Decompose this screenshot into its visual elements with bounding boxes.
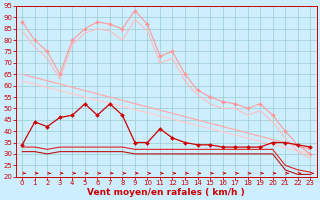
X-axis label: Vent moyen/en rafales ( km/h ): Vent moyen/en rafales ( km/h ) (87, 188, 245, 197)
